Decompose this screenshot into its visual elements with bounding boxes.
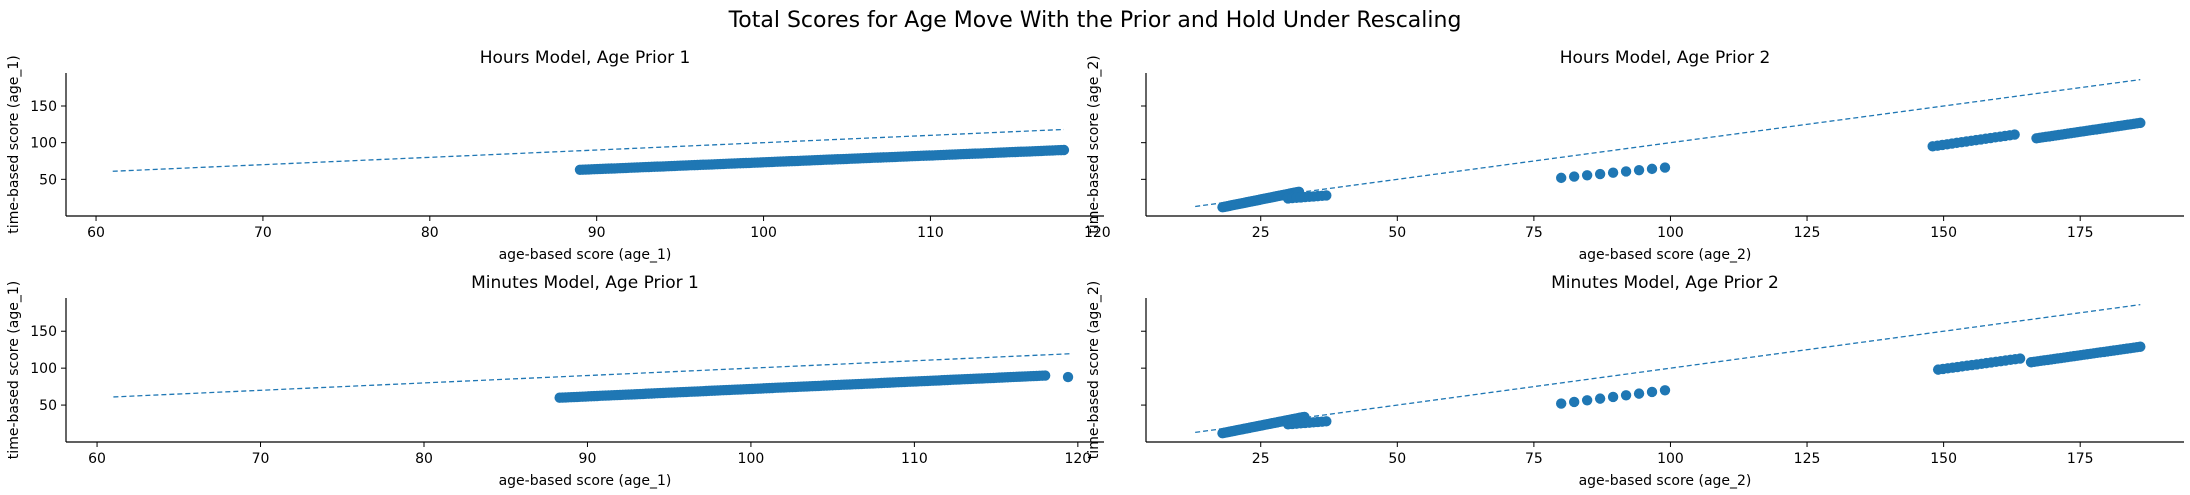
x-tick-label: 100 bbox=[738, 451, 765, 467]
data-point bbox=[1646, 163, 1658, 175]
data-point bbox=[1633, 164, 1645, 176]
data-point bbox=[1058, 144, 1070, 156]
data-point bbox=[1321, 416, 1332, 427]
x-axis-label: age-based score (age_2) bbox=[1579, 247, 1752, 263]
x-tick-label: 110 bbox=[901, 451, 928, 467]
x-tick-label: 70 bbox=[254, 225, 272, 241]
x-tick-label: 175 bbox=[2067, 451, 2094, 467]
figure-title: Total Scores for Age Move With the Prior… bbox=[728, 8, 1462, 33]
y-tick-label: 50 bbox=[39, 398, 57, 414]
data-point bbox=[1659, 162, 1671, 173]
x-tick-label: 120 bbox=[1084, 225, 1111, 241]
y-tick-label: 100 bbox=[30, 136, 57, 152]
subplot-4: Minutes Model, Age Prior 2 25 50 75 100 125 15… bbox=[1086, 273, 2184, 489]
data-point bbox=[2135, 341, 2146, 352]
data-point bbox=[1568, 171, 1580, 182]
data-point bbox=[1556, 172, 1567, 184]
data-point bbox=[1039, 370, 1051, 381]
data-point bbox=[1568, 396, 1580, 408]
data-point bbox=[1646, 386, 1658, 398]
data-point bbox=[1581, 395, 1593, 406]
x-tick-label: 150 bbox=[1930, 451, 1957, 467]
reference-line bbox=[112, 128, 1064, 172]
subplot-title: Minutes Model, Age Prior 1 bbox=[471, 273, 699, 293]
x-tick-label: 50 bbox=[1388, 225, 1406, 241]
y-axis-label: time-based score (age_2) bbox=[1086, 55, 1102, 233]
data-point bbox=[1594, 393, 1606, 404]
x-tick-label: 70 bbox=[252, 451, 270, 467]
x-tick-label: 150 bbox=[1930, 225, 1957, 241]
y-axis-label: time-based score (age_2) bbox=[1086, 281, 1102, 459]
data-point bbox=[1556, 398, 1567, 409]
x-tick-label: 80 bbox=[421, 225, 439, 241]
x-axis-label: age-based score (age_2) bbox=[1579, 473, 1752, 489]
y-tick-label: 100 bbox=[30, 361, 57, 377]
data-point bbox=[1633, 388, 1645, 399]
x-tick-label: 25 bbox=[1252, 225, 1270, 241]
subplot-2: Hours Model, Age Prior 2 25 50 75 100 125 150 1… bbox=[1086, 48, 2184, 263]
x-tick-label: 125 bbox=[1794, 451, 1821, 467]
data-point bbox=[1659, 385, 1671, 396]
data-point bbox=[1581, 170, 1593, 181]
x-tick-label: 75 bbox=[1525, 225, 1543, 241]
subplot-1: Hours Model, Age Prior 1 60 70 80 90 100 110 12… bbox=[6, 48, 1111, 263]
data-point bbox=[1607, 391, 1619, 403]
data-point bbox=[1321, 190, 1332, 201]
y-axis-label: time-based score (age_1) bbox=[6, 55, 22, 233]
x-tick-label: 75 bbox=[1525, 451, 1543, 467]
x-tick-label: 100 bbox=[750, 225, 777, 241]
x-tick-label: 175 bbox=[2067, 225, 2094, 241]
x-tick-label: 60 bbox=[87, 225, 105, 241]
subplot-title: Hours Model, Age Prior 2 bbox=[1560, 48, 1771, 68]
scatter-points bbox=[574, 144, 1070, 175]
reference-line bbox=[1195, 304, 2141, 434]
y-tick-label: 50 bbox=[39, 172, 57, 188]
data-point bbox=[1620, 390, 1632, 401]
data-point bbox=[1062, 371, 1074, 383]
data-point bbox=[1594, 168, 1606, 180]
x-tick-label: 60 bbox=[88, 451, 106, 467]
x-tick-label: 100 bbox=[1657, 225, 1684, 241]
data-point bbox=[1620, 166, 1632, 177]
subplot-3: Minutes Model, Age Prior 1 60 70 80 90 100 110… bbox=[6, 273, 1104, 489]
scatter-points bbox=[1217, 117, 2146, 213]
x-tick-label: 25 bbox=[1252, 451, 1270, 467]
x-tick-label: 110 bbox=[917, 225, 944, 241]
data-point bbox=[2135, 117, 2146, 129]
x-tick-label: 100 bbox=[1657, 451, 1684, 467]
scatter-points bbox=[1217, 341, 2146, 439]
y-tick-label: 150 bbox=[30, 99, 57, 115]
y-tick-label: 150 bbox=[30, 324, 57, 340]
x-tick-label: 90 bbox=[588, 225, 606, 241]
scatter-points bbox=[554, 370, 1074, 403]
subplot-title: Minutes Model, Age Prior 2 bbox=[1551, 273, 1779, 293]
x-axis-label: age-based score (age_1) bbox=[499, 247, 672, 263]
x-tick-label: 90 bbox=[579, 451, 597, 467]
data-point bbox=[2009, 129, 2020, 140]
x-tick-label: 80 bbox=[415, 451, 433, 467]
y-axis-label: time-based score (age_1) bbox=[6, 281, 22, 459]
reference-line bbox=[1195, 78, 2141, 208]
x-tick-label: 125 bbox=[1794, 225, 1821, 241]
data-point bbox=[2014, 353, 2026, 364]
x-tick-label: 120 bbox=[1064, 451, 1091, 467]
x-tick-label: 50 bbox=[1388, 451, 1406, 467]
subplot-title: Hours Model, Age Prior 1 bbox=[480, 48, 691, 68]
reference-line bbox=[113, 353, 1070, 398]
data-point bbox=[1607, 167, 1619, 178]
x-axis-label: age-based score (age_1) bbox=[499, 473, 672, 489]
